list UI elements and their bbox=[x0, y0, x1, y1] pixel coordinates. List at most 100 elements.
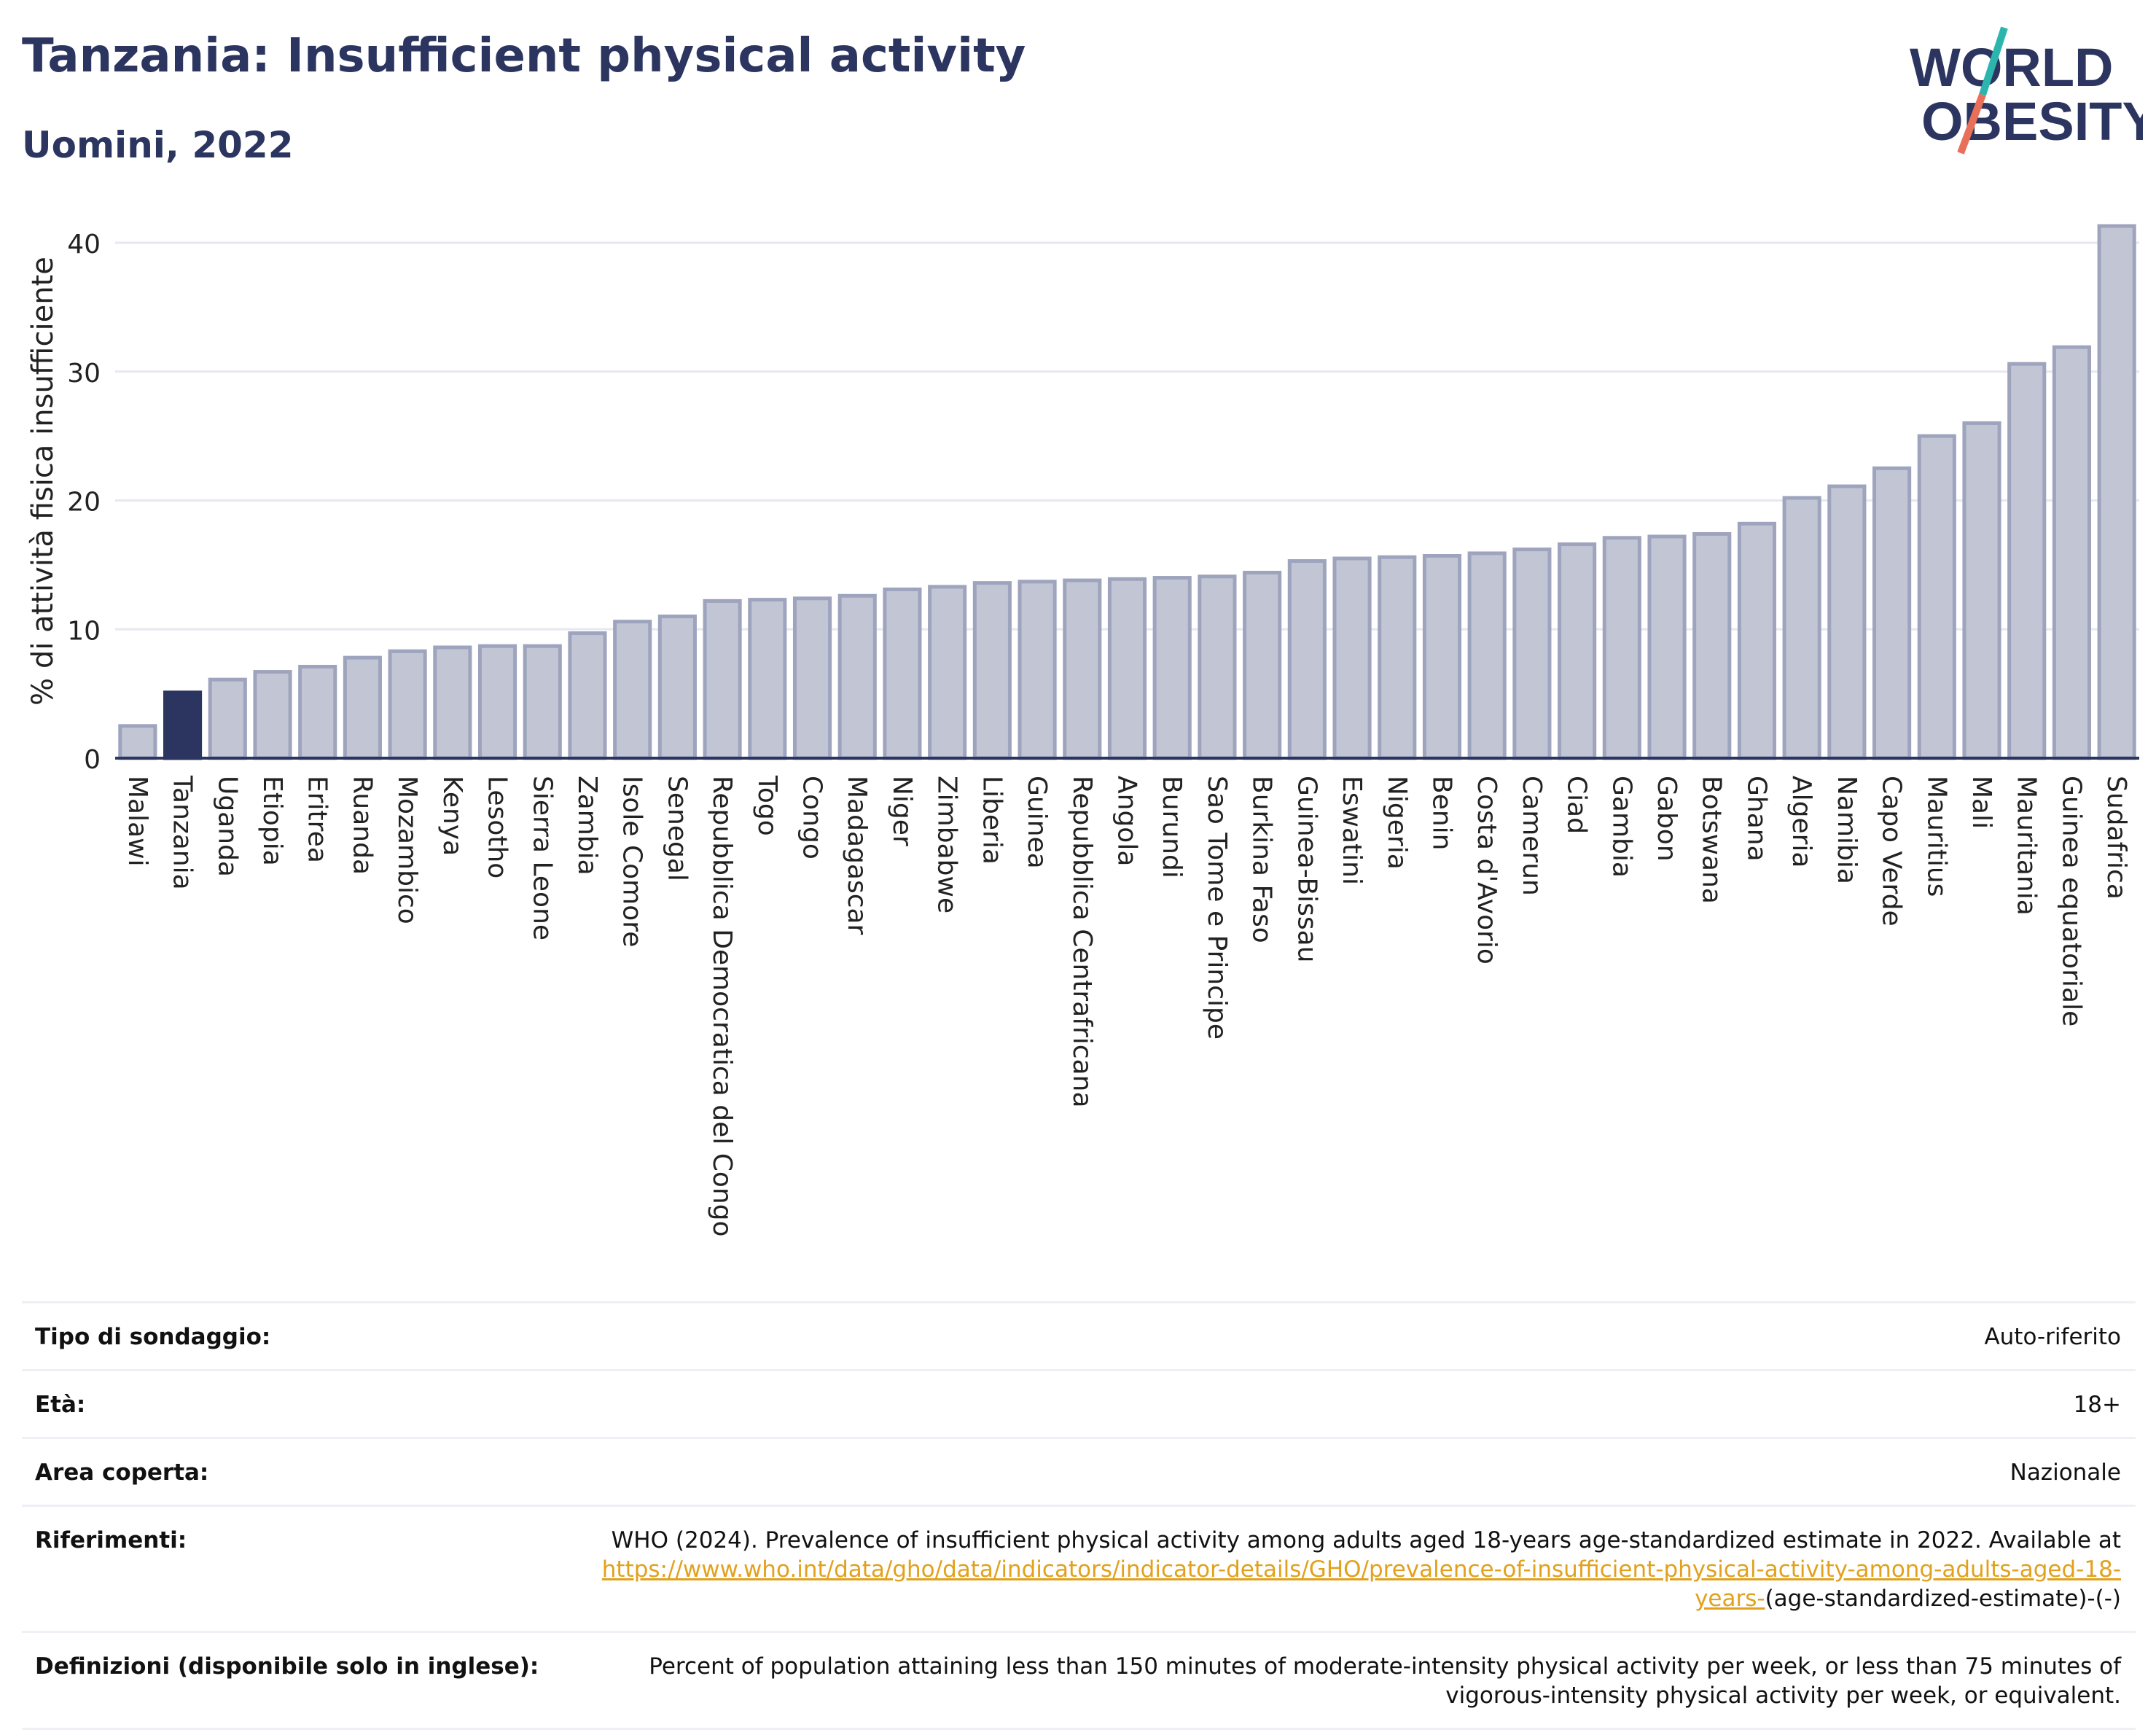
bar-senegal bbox=[657, 615, 697, 760]
x-tick-label: Gabon bbox=[1652, 776, 1682, 862]
x-tick-label: Ruanda bbox=[347, 776, 377, 875]
x-tick-label: Botswana bbox=[1697, 776, 1727, 904]
x-tick-label: Guinea-Bissau bbox=[1292, 776, 1321, 963]
bar-madagascar bbox=[837, 593, 877, 760]
y-tick-label: 20 bbox=[67, 488, 101, 518]
x-tick-label: Namibia bbox=[1832, 776, 1862, 884]
x-tick-label: Madagascar bbox=[842, 776, 872, 935]
survey-label: Tipo di sondaggio: bbox=[35, 1324, 271, 1350]
area-value: Nazionale bbox=[2009, 1459, 2121, 1486]
bar-mali bbox=[1962, 421, 2001, 760]
bar-burkina-faso bbox=[1243, 570, 1282, 760]
x-tick-label: Repubblica Centrafricana bbox=[1067, 776, 1097, 1108]
x-tick-label: Senegal bbox=[662, 776, 692, 881]
y-tick-label: 10 bbox=[67, 616, 101, 646]
definitions-label: Definizioni (disponibile solo in inglese… bbox=[35, 1653, 539, 1680]
x-tick-label: Eswatini bbox=[1337, 776, 1367, 885]
x-tick-label: Zimbabwe bbox=[932, 776, 962, 913]
bar-benin bbox=[1422, 554, 1462, 760]
x-tick-label: Mauritania bbox=[2012, 776, 2042, 916]
bar-mauritius bbox=[1917, 434, 1956, 760]
x-tick-label: Nigeria bbox=[1382, 776, 1412, 870]
bar-botswana bbox=[1692, 531, 1732, 760]
x-tick-label: Liberia bbox=[977, 776, 1007, 865]
x-tick-label: Mozambico bbox=[392, 776, 422, 924]
bar-congo bbox=[792, 596, 832, 760]
y-tick-label: 30 bbox=[67, 359, 101, 389]
x-tick-label: Malawi bbox=[122, 776, 152, 867]
bar-mauritania bbox=[2007, 362, 2047, 760]
x-tick-label: Burundi bbox=[1157, 776, 1187, 878]
logo-slash-teal bbox=[1979, 26, 2008, 96]
y-axis-label: % di attività fisica insufficiente bbox=[26, 257, 60, 706]
bar-sierra-leone bbox=[523, 644, 562, 760]
bar-ciad bbox=[1558, 542, 1597, 760]
bar-burundi bbox=[1152, 576, 1192, 760]
survey-value: Auto-riferito bbox=[1984, 1324, 2121, 1350]
bar-ruanda bbox=[343, 655, 382, 760]
logo-slash-coral bbox=[1957, 93, 1986, 155]
bar-eritrea bbox=[298, 665, 337, 760]
info-row-references: Riferimenti: WHO (2024). Prevalence of i… bbox=[22, 1505, 2136, 1631]
definitions-value: Percent of population attaining less tha… bbox=[649, 1653, 2121, 1709]
info-row-survey: Tipo di sondaggio: Auto-riferito bbox=[22, 1301, 2136, 1369]
x-tick-label: Camerun bbox=[1517, 776, 1547, 896]
info-row-definitions: Definizioni (disponibile solo in inglese… bbox=[22, 1631, 2136, 1730]
bar-nigeria bbox=[1378, 555, 1417, 760]
x-tick-label: Gambia bbox=[1606, 776, 1636, 878]
logo-line-world: WORLD bbox=[1910, 37, 2114, 98]
bar-chart: 0 10 20 30 40% di attività fisica insufficie… bbox=[26, 224, 2139, 1237]
x-tick-label: Uganda bbox=[212, 776, 242, 877]
bar-uganda bbox=[208, 677, 247, 760]
x-tick-label: Ghana bbox=[1741, 776, 1771, 862]
y-tick-label: 0 bbox=[84, 745, 101, 775]
bar-liberia bbox=[972, 581, 1012, 760]
x-tick-label: Burkina Faso bbox=[1247, 776, 1277, 943]
x-tick-label: Sierra Leone bbox=[527, 776, 557, 940]
references-text: WHO (2024). Prevalence of insufficient p… bbox=[611, 1527, 2121, 1553]
x-tick-label: Niger bbox=[887, 776, 917, 846]
x-tick-label: Mali bbox=[1966, 776, 1996, 829]
x-tick-label: Mauritius bbox=[1921, 776, 1951, 897]
age-value: 18+ bbox=[2073, 1392, 2121, 1418]
bar-zambia bbox=[568, 631, 607, 760]
x-tick-label: Capo Verde bbox=[1877, 776, 1907, 927]
bar-isole-comore bbox=[613, 620, 652, 760]
page-title: Tanzania: Insufficient physical activity bbox=[22, 29, 1026, 83]
x-tick-label: Isole Comore bbox=[617, 776, 647, 947]
world-obesity-logo: WORLD OBESITY bbox=[1910, 26, 2143, 155]
x-tick-label: Zambia bbox=[572, 776, 602, 876]
x-tick-label: Algeria bbox=[1786, 776, 1816, 868]
info-row-area: Area coperta: Nazionale bbox=[22, 1437, 2136, 1505]
x-tick-label: Congo bbox=[797, 776, 827, 859]
bar-repubblica-centrafricana bbox=[1063, 578, 1102, 760]
bar-guinea bbox=[1018, 580, 1057, 760]
x-tick-label: Kenya bbox=[437, 776, 467, 856]
logo-line-obesity: OBESITY bbox=[1921, 91, 2143, 152]
references-link[interactable]: https://www.who.int/data/gho/data/indica… bbox=[601, 1556, 2121, 1612]
bar-sudafrica bbox=[2097, 224, 2136, 760]
bar-gambia bbox=[1602, 536, 1641, 760]
y-tick-label: 40 bbox=[67, 230, 101, 260]
bar-tanzania bbox=[163, 690, 203, 760]
x-tick-label: Etiopia bbox=[257, 776, 287, 866]
x-tick-label: Tanzania bbox=[168, 775, 198, 890]
bar-eswatini bbox=[1332, 556, 1372, 760]
references-value: WHO (2024). Prevalence of insufficient p… bbox=[554, 1526, 2121, 1613]
bar-algeria bbox=[1782, 496, 1821, 760]
x-tick-label: Guinea equatoriale bbox=[2056, 776, 2086, 1026]
bar-namibia bbox=[1827, 484, 1867, 760]
bar-angola bbox=[1107, 577, 1147, 760]
x-tick-label: Costa d'Avorio bbox=[1472, 776, 1501, 964]
bar-niger bbox=[883, 587, 922, 760]
bar-kenya bbox=[433, 645, 472, 760]
bar-costa-d-avorio bbox=[1467, 551, 1507, 760]
info-row-age: Età: 18+ bbox=[22, 1369, 2136, 1437]
page-subtitle: Uomini, 2022 bbox=[22, 124, 294, 166]
references-label: Riferimenti: bbox=[35, 1527, 187, 1553]
x-tick-label: Sao Tome e Principe bbox=[1202, 776, 1232, 1040]
x-tick-label: Togo bbox=[752, 775, 782, 836]
bar-zimbabwe bbox=[928, 585, 967, 760]
bar-togo bbox=[748, 598, 787, 760]
age-label: Età: bbox=[35, 1392, 86, 1418]
